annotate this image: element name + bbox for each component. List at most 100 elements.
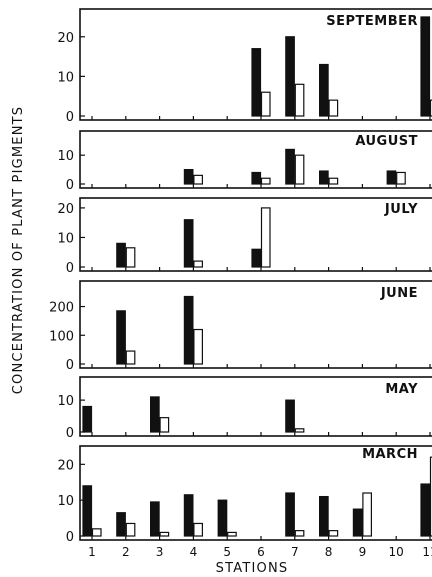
x-tick-label-2: 2	[122, 545, 130, 559]
light-bar-station-3	[159, 531, 170, 537]
x-tick-label-9: 9	[359, 545, 367, 559]
dark-bar-station-8	[319, 170, 329, 185]
dark-bar-station-3	[150, 501, 160, 537]
y-tick-label: 10	[57, 70, 74, 85]
dark-bar-station-7	[285, 148, 295, 185]
light-bar-station-6	[260, 91, 271, 117]
dark-bar-station-8	[319, 63, 329, 117]
dark-bar-station-4	[183, 219, 194, 268]
light-bar-station-2	[125, 247, 136, 268]
y-tick-label: 10	[57, 231, 74, 246]
panel-title: JULY	[384, 202, 418, 217]
light-bar-station-9	[362, 492, 372, 537]
dark-bar-station-1	[82, 485, 93, 537]
dark-bar-station-4	[183, 494, 194, 537]
light-bar-station-5	[227, 531, 237, 537]
x-tick-label-3: 3	[156, 545, 164, 559]
panel-title: MARCH	[362, 447, 418, 462]
panel-frame	[79, 197, 432, 272]
panel-may: 0 10 MAY	[57, 376, 432, 441]
dark-bar-station-2	[116, 512, 126, 537]
light-bar-station-8	[328, 177, 339, 185]
light-bar-station-4	[193, 260, 203, 268]
light-bar-station-7	[294, 428, 305, 433]
light-bar-station-4	[193, 174, 203, 185]
y-tick-label: 20	[57, 202, 74, 217]
x-tick-label-8: 8	[325, 545, 333, 559]
light-bar-station-11	[429, 99, 432, 117]
y-tick-label: 0	[66, 530, 74, 545]
dark-bar-station-9	[352, 508, 363, 537]
dark-bar-station-5	[217, 499, 228, 537]
light-bar-station-11	[429, 456, 432, 537]
light-bar-station-2	[125, 522, 136, 537]
y-tick-label: 0	[66, 358, 74, 373]
dark-bar-station-10	[386, 170, 397, 185]
x-tick-label-11: 11	[422, 545, 432, 559]
dark-bar-station-6	[251, 171, 262, 185]
x-tick-label-5: 5	[223, 545, 231, 559]
dark-bar-station-7	[285, 492, 295, 537]
panel-title: SEPTEMBER	[326, 14, 418, 29]
y-tick-label: 10	[57, 494, 74, 509]
y-tick-label: 0	[66, 426, 74, 441]
panel-frame	[79, 130, 432, 189]
panel-march: 0 10 20 MARCH	[57, 445, 432, 545]
light-bar-station-3	[159, 417, 170, 433]
light-bar-station-8	[328, 530, 339, 537]
dark-bar-station-4	[183, 295, 194, 365]
y-tick-label: 10	[57, 149, 74, 164]
y-tick-label: 20	[57, 31, 74, 46]
dark-bar-station-7	[285, 399, 295, 433]
dark-bar-station-11	[420, 483, 431, 537]
y-axis-title: CONCENTRATION OF PLANT PIGMENTS	[11, 106, 26, 394]
dark-bar-station-2	[116, 242, 126, 268]
y-tick-label: 200	[49, 301, 74, 316]
dark-bar-station-6	[251, 248, 262, 268]
panel-july: 0 10 20 JULY	[57, 197, 432, 276]
dark-bar-station-11	[420, 16, 431, 117]
light-bar-station-6	[260, 177, 271, 185]
dark-bar-station-3	[150, 396, 160, 433]
x-tick-label-10: 10	[389, 545, 404, 559]
panel-title: AUGUST	[355, 134, 418, 149]
x-tick-label-7: 7	[291, 545, 299, 559]
panel-june: 0 100 200 JUNE	[49, 280, 432, 373]
light-bar-station-10	[396, 171, 406, 185]
light-bar-station-6	[260, 207, 271, 268]
dark-bar-station-2	[116, 310, 126, 365]
light-bar-station-4	[193, 328, 203, 365]
light-bar-station-7	[294, 83, 305, 117]
y-tick-label: 10	[57, 394, 74, 409]
panel-frame	[79, 376, 432, 437]
light-bar-station-7	[294, 530, 305, 537]
panel-september: 0 10 20 SEPTEMBER	[57, 8, 432, 125]
x-tick-label-4: 4	[190, 545, 198, 559]
y-tick-label: 0	[66, 178, 74, 193]
panel-frame	[79, 445, 432, 541]
panel-august: 0 10 AUGUST	[57, 130, 432, 193]
light-bar-station-4	[193, 522, 203, 537]
dark-bar-station-6	[251, 48, 262, 117]
x-tick-label-6: 6	[257, 545, 265, 559]
panel-title: JUNE	[380, 286, 418, 301]
x-tick-labels: 1 2 3 4 5 6 7 8 9 10 11	[88, 545, 432, 559]
light-bar-station-8	[328, 99, 339, 117]
light-bar-station-1	[91, 528, 102, 537]
dark-bar-station-1	[82, 405, 93, 433]
panel-title: MAY	[385, 382, 418, 397]
dark-bar-station-4	[183, 168, 194, 185]
y-tick-label: 0	[66, 110, 74, 125]
panel-frame	[79, 8, 432, 121]
dark-bar-station-7	[285, 36, 295, 117]
x-axis-title: STATIONS	[216, 561, 289, 576]
light-bar-station-7	[294, 154, 305, 185]
y-tick-label: 0	[66, 261, 74, 276]
dark-bar-station-8	[319, 495, 329, 537]
panel-frame	[79, 280, 432, 369]
y-tick-label: 20	[57, 458, 74, 473]
y-tick-label: 100	[49, 329, 74, 344]
light-bar-station-2	[125, 350, 136, 365]
